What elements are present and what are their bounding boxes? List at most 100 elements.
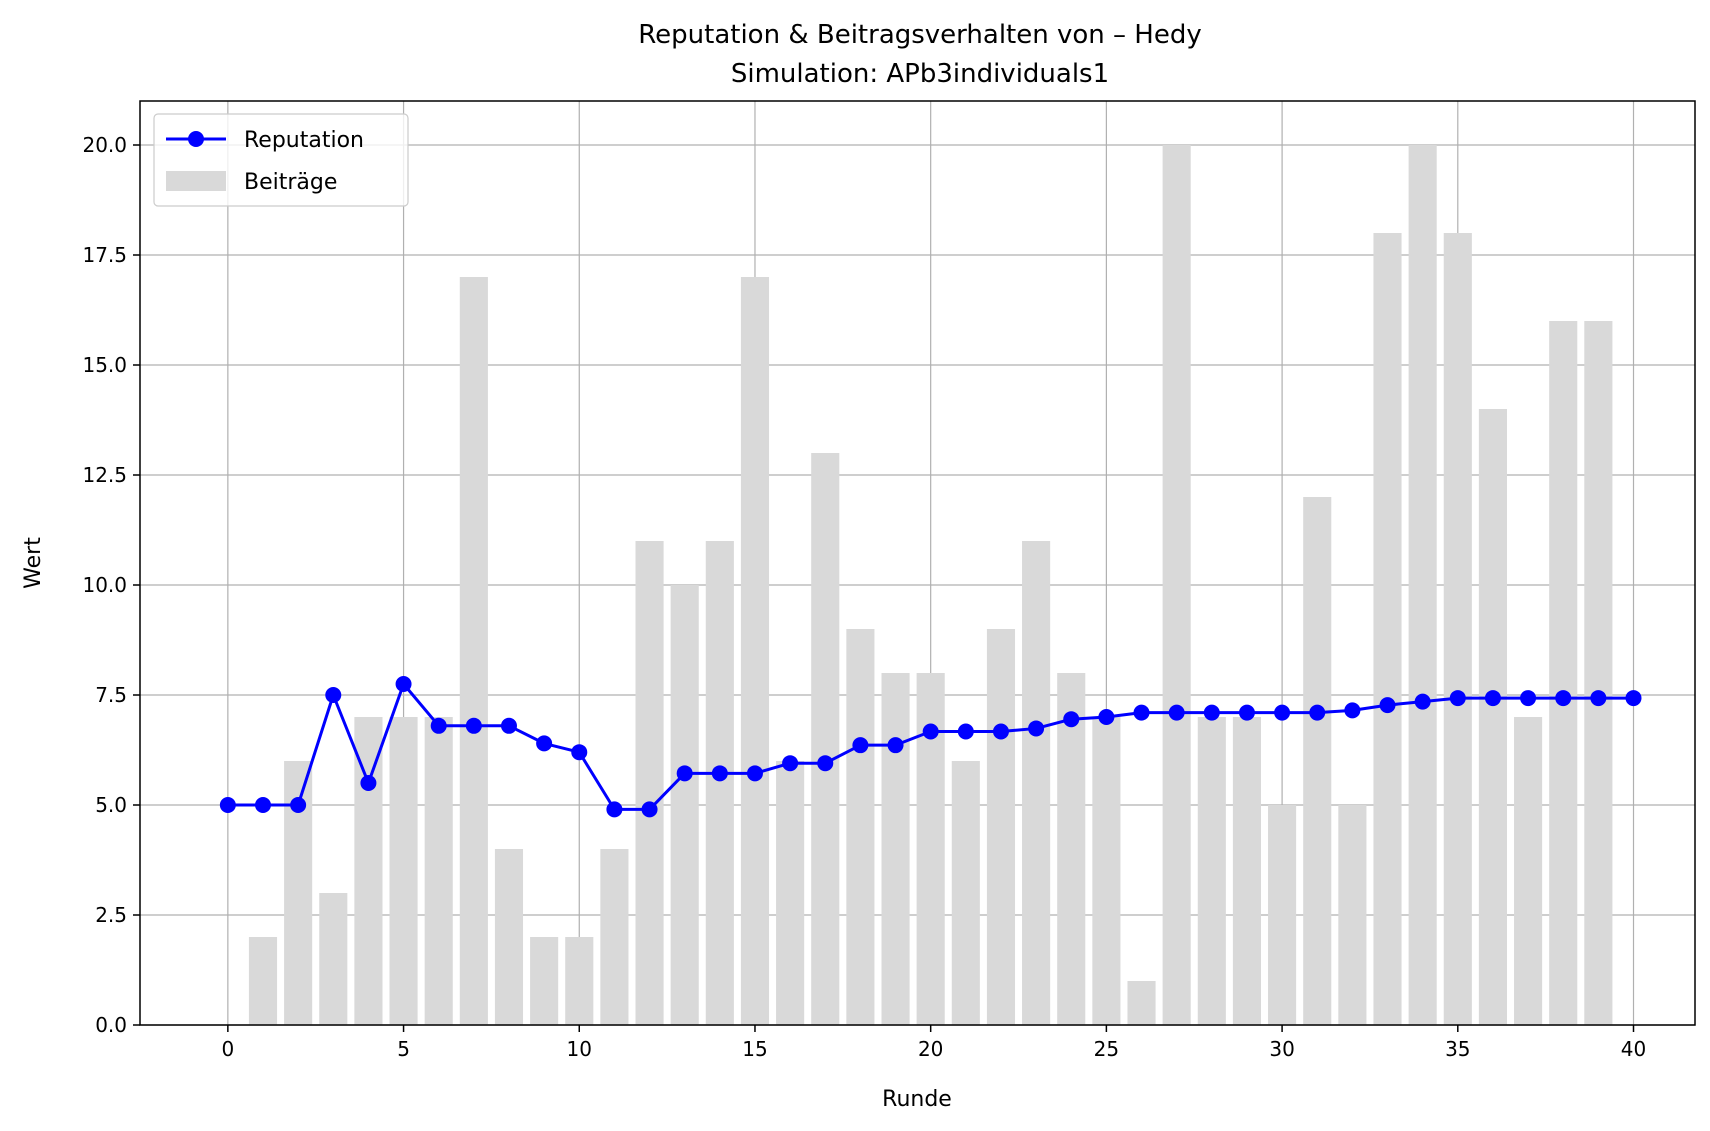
x-tick-label: 0 [221,1037,234,1061]
bar [881,673,910,1025]
bar [951,761,980,1025]
reputation-point [465,717,482,734]
x-tick-label: 10 [567,1037,592,1061]
reputation-point [430,717,447,734]
x-tick-label: 15 [742,1037,767,1061]
y-tick-label: 17.5 [82,243,127,267]
bar [354,717,383,1025]
y-axis-label: Wert [21,537,46,589]
bar [1338,805,1367,1025]
bar-series [248,145,1613,1025]
reputation-point [676,765,693,782]
x-axis-label: Runde [882,1087,952,1112]
y-tick-label: 7.5 [95,683,127,707]
bar [248,937,278,1025]
bar [1373,233,1402,1025]
x-tick-label: 5 [397,1037,410,1061]
legend: Reputation Beiträge [153,113,409,207]
legend-marker-swatch [188,131,204,147]
bar [740,277,770,1025]
chart-title: Reputation & Beitragsverhalten von – Hed… [638,20,1201,50]
bar [1092,717,1121,1025]
bar [1057,673,1086,1025]
reputation-point [395,676,412,692]
y-tick-label: 5.0 [95,793,127,817]
x-tick-label: 35 [1445,1037,1470,1061]
bar [459,277,488,1025]
reputation-point [360,775,377,791]
reputation-point [1344,702,1361,719]
x-tick-label: 30 [1269,1037,1294,1061]
bar [1443,233,1472,1025]
bar [600,849,629,1025]
reputation-point [1590,690,1607,707]
reputation-point [1063,711,1080,728]
reputation-point [711,765,728,782]
reputation-point [1274,704,1291,721]
bar [635,541,664,1025]
bar [1408,145,1437,1025]
y-tick-label: 2.5 [95,903,127,927]
reputation-point [536,735,553,752]
reputation-point [1449,690,1466,707]
y-tick-label: 15.0 [82,353,127,377]
bar [1197,717,1226,1025]
reputation-point [606,801,623,818]
reputation-point [852,737,869,754]
bar [1232,717,1262,1025]
reputation-point [571,744,588,761]
reputation-point [1379,697,1396,714]
bar [530,937,559,1025]
chart-subtitle: Simulation: APb3individuals1 [731,59,1109,89]
reputation-point [641,801,658,818]
reputation-point [992,723,1009,740]
bar [1303,497,1332,1025]
bar [424,717,453,1025]
reputation-point [1133,704,1150,721]
x-axis-ticks: 0 5 10 15 20 25 30 35 40 [221,1025,1646,1061]
bar [494,849,524,1025]
plot-frame [139,100,1696,1026]
legend-label-beitraege: Beiträge [244,170,337,195]
y-tick-label: 12.5 [82,463,127,487]
reputation-point [1484,690,1501,707]
reputation-point [1414,693,1431,710]
legend-bar-swatch [166,171,226,191]
reputation-point [325,687,342,703]
y-tick-label: 20.0 [82,133,127,157]
reputation-point [219,797,236,813]
bar [389,717,418,1025]
reputation-point [1520,690,1537,707]
reputation-point [782,755,799,772]
bar [705,541,734,1025]
reputation-point [817,755,834,772]
reputation-point [1555,690,1572,707]
reputation-point [746,765,763,782]
bar [1514,717,1543,1025]
reputation-point [1168,704,1185,721]
reputation-point [290,797,307,813]
reputation-point [254,797,271,813]
y-tick-label: 10.0 [82,573,127,597]
reputation-point [1203,704,1220,721]
bar [1549,321,1578,1025]
bar [811,453,840,1025]
bar [986,629,1016,1025]
x-tick-label: 20 [918,1037,943,1061]
reputation-point [500,717,517,734]
reputation-point [922,723,939,740]
line-series [219,676,1642,818]
bar [319,893,348,1025]
bar [670,585,699,1025]
y-axis-ticks: 0.0 2.5 5.0 7.5 10.0 12.5 15.0 17.5 20.0 [82,133,140,1037]
reputation-point [1238,704,1255,721]
reputation-point [957,723,974,740]
bar [1478,409,1507,1025]
bar [1022,541,1051,1025]
bar [846,629,875,1025]
y-tick-label: 0.0 [95,1013,127,1037]
bar [565,937,594,1025]
reputation-point [1028,720,1045,737]
reputation-point [887,737,904,754]
